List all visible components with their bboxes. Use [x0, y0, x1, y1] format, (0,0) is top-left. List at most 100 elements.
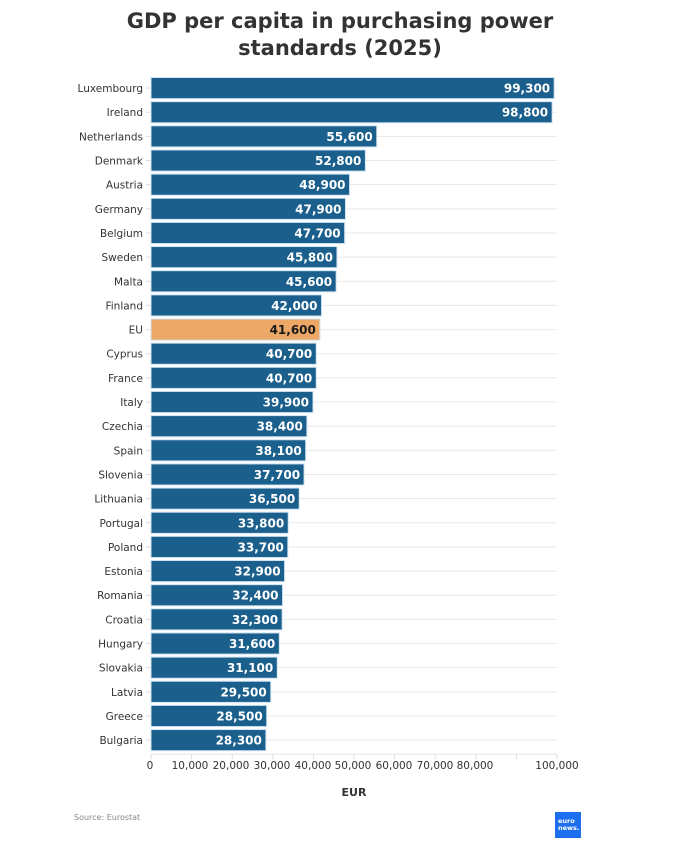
category-label: Cyprus: [106, 349, 143, 361]
bar-luxembourg: [150, 77, 555, 100]
bar-germany: [150, 197, 346, 220]
bar-eu: [150, 318, 321, 341]
bar-poland: [150, 535, 289, 558]
value-label: 41,600: [270, 323, 316, 337]
value-label: 32,900: [234, 565, 280, 579]
value-label: 32,300: [232, 613, 278, 627]
category-label: Spain: [114, 445, 143, 457]
x-tick-label: 30,000: [254, 760, 291, 772]
category-label: Estonia: [104, 566, 143, 578]
category-labels: Luxembourg Ireland Netherlands Denmark Austr…: [78, 83, 144, 747]
category-label: Sweden: [102, 252, 144, 264]
bar-greece: [150, 704, 268, 728]
x-tick-label: 0: [147, 760, 154, 772]
x-tick-label: 50,000: [335, 760, 372, 772]
category-label: Slovakia: [99, 663, 143, 675]
category-label: Denmark: [95, 156, 144, 168]
value-label: 40,700: [266, 371, 312, 385]
bar-netherlands: [150, 125, 378, 148]
category-label: Czechia: [102, 421, 143, 433]
category-label: Greece: [106, 711, 143, 723]
value-label: 55,600: [326, 130, 372, 144]
bar-france: [150, 366, 317, 389]
value-label: 39,900: [263, 396, 309, 410]
category-label: Italy: [120, 397, 143, 409]
value-label: 40,700: [266, 347, 312, 361]
bar-sweden: [150, 246, 338, 269]
x-tick-label: 80,000: [457, 760, 494, 772]
bar-estonia: [150, 560, 286, 583]
bar-croatia: [150, 608, 283, 631]
category-label: Ireland: [107, 107, 143, 119]
bar-denmark: [150, 149, 366, 172]
x-tick-label: 20,000: [213, 760, 250, 772]
logo-line-1: euro: [558, 817, 575, 825]
value-label: 33,800: [238, 516, 284, 530]
value-label: 28,500: [216, 709, 262, 723]
value-label: 47,900: [295, 202, 341, 216]
value-label: 47,700: [294, 226, 340, 240]
bars: [150, 77, 555, 752]
bar-italy: [150, 390, 314, 414]
value-label: 98,800: [502, 106, 548, 120]
chart-title-line-1: GDP per capita in purchasing power: [126, 9, 554, 33]
bar-slovenia: [150, 463, 305, 486]
bar-finland: [150, 294, 323, 317]
value-label: 37,700: [254, 468, 300, 482]
category-label: Poland: [108, 542, 143, 554]
value-labels: 99,300 98,800 55,600 52,800 48,900 47,900 47,7…: [216, 82, 551, 748]
bar-latvia: [150, 680, 272, 703]
category-label: Croatia: [105, 614, 143, 626]
x-tick-label: 100,000: [535, 760, 578, 772]
category-label: Luxembourg: [78, 83, 143, 95]
value-label: 38,100: [255, 444, 301, 458]
category-label: Hungary: [98, 639, 143, 651]
value-label: 52,800: [315, 154, 361, 168]
x-axis: 0 10,000 20,000 30,000 40,000 50,000 60,000 70,…: [147, 753, 579, 772]
category-label: Portugal: [100, 518, 144, 530]
value-label: 31,600: [229, 637, 275, 651]
euronews-logo: euro news.: [555, 812, 581, 838]
x-tick-label: 70,000: [417, 760, 454, 772]
value-label: 32,400: [232, 589, 278, 603]
x-tick-label: 60,000: [376, 760, 413, 772]
value-label: 42,000: [271, 299, 317, 313]
bar-cyprus: [150, 342, 317, 365]
value-label: 45,600: [286, 275, 332, 289]
value-label: 36,500: [249, 492, 295, 506]
bar-belgium: [150, 221, 346, 245]
bar-chart: Luxembourg Ireland Netherlands Denmark Austr…: [78, 77, 579, 799]
value-label: 29,500: [220, 685, 266, 699]
x-tick-label: 10,000: [172, 760, 209, 772]
category-label: Romania: [97, 590, 143, 602]
bar-hungary: [150, 632, 280, 655]
category-label: Germany: [95, 204, 143, 216]
bar-austria: [150, 173, 351, 196]
bar-czechia: [150, 415, 308, 438]
bar-lithuania: [150, 487, 300, 510]
value-label: 38,400: [257, 420, 303, 434]
category-label: Belgium: [100, 228, 143, 240]
bar-bulgaria: [150, 729, 267, 752]
bar-romania: [150, 584, 284, 607]
bar-spain: [150, 439, 307, 462]
bar-malta: [150, 270, 337, 293]
value-label: 31,100: [227, 661, 273, 675]
category-label: Austria: [106, 180, 143, 192]
value-label: 45,800: [287, 251, 333, 265]
bar-ireland: [150, 101, 553, 124]
category-label: Netherlands: [79, 131, 143, 143]
value-label: 33,700: [238, 540, 284, 554]
x-axis-title: EUR: [342, 786, 367, 799]
x-tick-label: 40,000: [295, 760, 332, 772]
category-label: Bulgaria: [99, 735, 143, 747]
chart-title: GDP per capita in purchasing power stand…: [0, 8, 680, 62]
category-label: Malta: [114, 276, 143, 288]
category-label: Latvia: [111, 687, 143, 699]
category-label: Lithuania: [94, 494, 143, 506]
category-label: EU: [129, 325, 143, 337]
logo-line-2: news.: [558, 824, 580, 832]
bar-portugal: [150, 511, 289, 534]
category-label: France: [108, 373, 143, 385]
value-label: 28,300: [216, 734, 262, 748]
